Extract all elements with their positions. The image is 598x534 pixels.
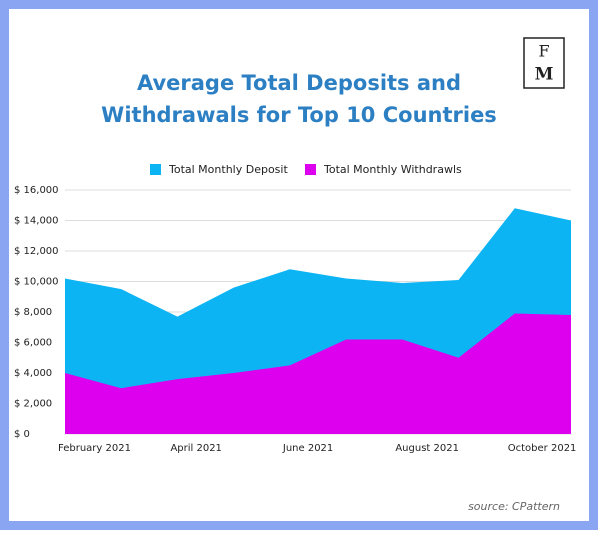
legend-swatch	[150, 164, 161, 175]
logo-box	[523, 37, 565, 89]
x-tick-label: June 2021	[282, 443, 333, 454]
y-tick-label: $ 14,000	[14, 216, 59, 227]
y-tick-label: $ 10,000	[14, 277, 59, 288]
y-tick-label: $ 4,000	[14, 368, 52, 379]
chart-title: Withdrawals for Top 10 Countries	[101, 103, 497, 127]
x-tick-label: April 2021	[170, 443, 221, 454]
x-tick-label: August 2021	[395, 443, 459, 454]
logo-top: F	[538, 42, 549, 61]
chart-title: Average Total Deposits and	[137, 71, 461, 95]
y-tick-label: $ 6,000	[14, 338, 52, 349]
y-tick-label: $ 2,000	[14, 399, 52, 410]
legend-swatch	[305, 164, 316, 175]
x-tick-label: February 2021	[58, 443, 131, 454]
y-tick-label: $ 12,000	[14, 246, 59, 257]
y-tick-label: $ 8,000	[14, 307, 52, 318]
x-tick-label: October 2021	[508, 443, 577, 454]
y-tick-label: $ 0	[14, 429, 30, 440]
source: source: CPattern	[468, 500, 560, 513]
area	[65, 313, 571, 434]
legend-label: Total Monthly Deposit	[168, 163, 288, 176]
logo-bottom: M	[535, 65, 554, 85]
legend-label: Total Monthly Withdrawls	[323, 163, 462, 176]
y-tick-label: $ 16,000	[14, 185, 59, 196]
